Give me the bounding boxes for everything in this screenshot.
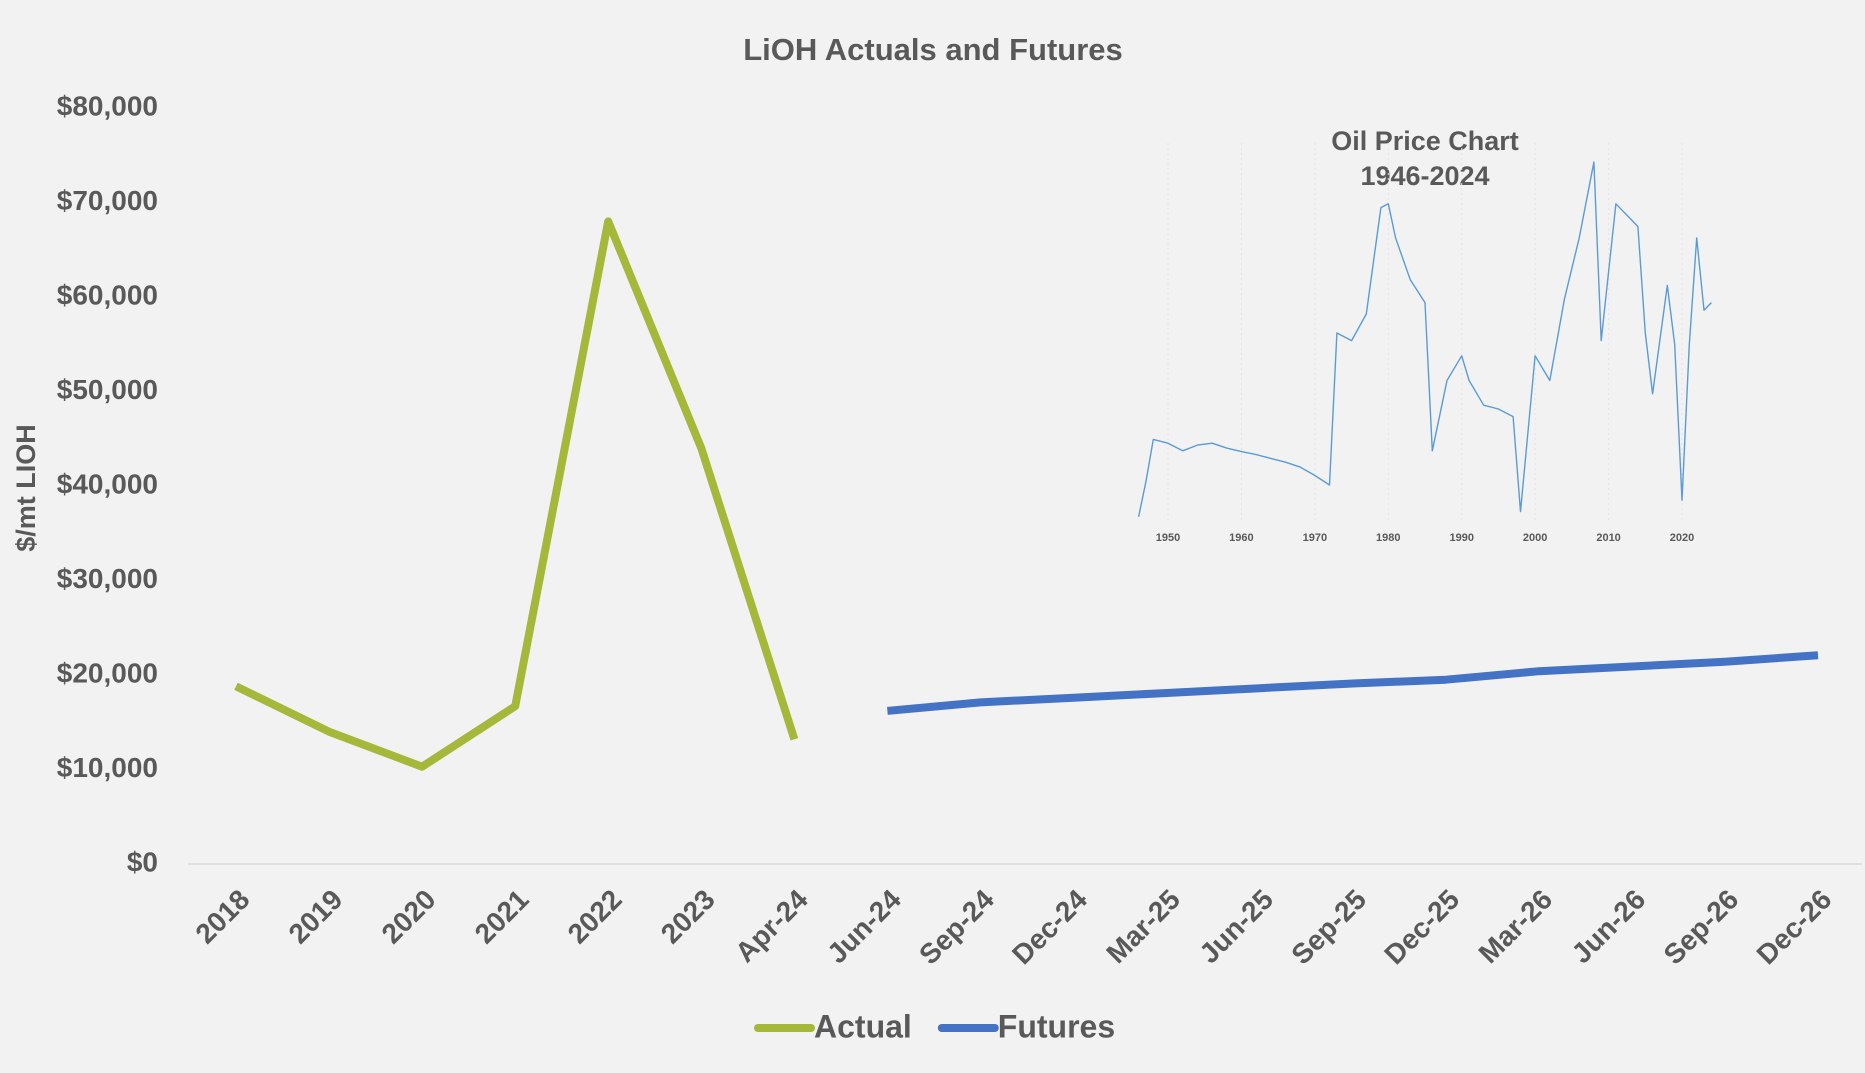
series-line xyxy=(234,217,799,771)
inset-subtitle: 1946-2024 xyxy=(1360,161,1489,191)
y-tick-label: $50,000 xyxy=(57,374,158,405)
y-tick-label: $70,000 xyxy=(57,185,158,216)
y-tick-label: $40,000 xyxy=(57,468,158,499)
y-tick-label: $20,000 xyxy=(57,657,158,688)
inset-x-tick-label: 1990 xyxy=(1449,532,1473,544)
legend-label: Futures xyxy=(998,1008,1115,1044)
inset-x-tick-label: 1960 xyxy=(1229,532,1253,544)
y-tick-label: $10,000 xyxy=(57,752,158,783)
series-line xyxy=(887,651,1819,715)
inset-x-tick-label: 1970 xyxy=(1303,532,1327,544)
y-axis-label: $/mt LIOH xyxy=(11,424,41,552)
inset-x-tick-label: 2010 xyxy=(1596,532,1620,544)
inset-x-tick-label: 2020 xyxy=(1670,532,1694,544)
inset-x-tick-label: 1980 xyxy=(1376,532,1400,544)
inset-x-tick-label: 1950 xyxy=(1156,532,1180,544)
inset-x-tick-label: 2000 xyxy=(1523,532,1547,544)
inset-title: Oil Price Chart xyxy=(1331,126,1519,156)
y-tick-label: $60,000 xyxy=(57,279,158,310)
chart-title: LiOH Actuals and Futures xyxy=(743,32,1123,67)
series-line xyxy=(1137,161,1712,518)
y-tick-label: $80,000 xyxy=(57,90,158,121)
legend-label: Actual xyxy=(814,1008,912,1044)
y-tick-label: $0 xyxy=(127,846,158,877)
y-tick-label: $30,000 xyxy=(57,563,158,594)
